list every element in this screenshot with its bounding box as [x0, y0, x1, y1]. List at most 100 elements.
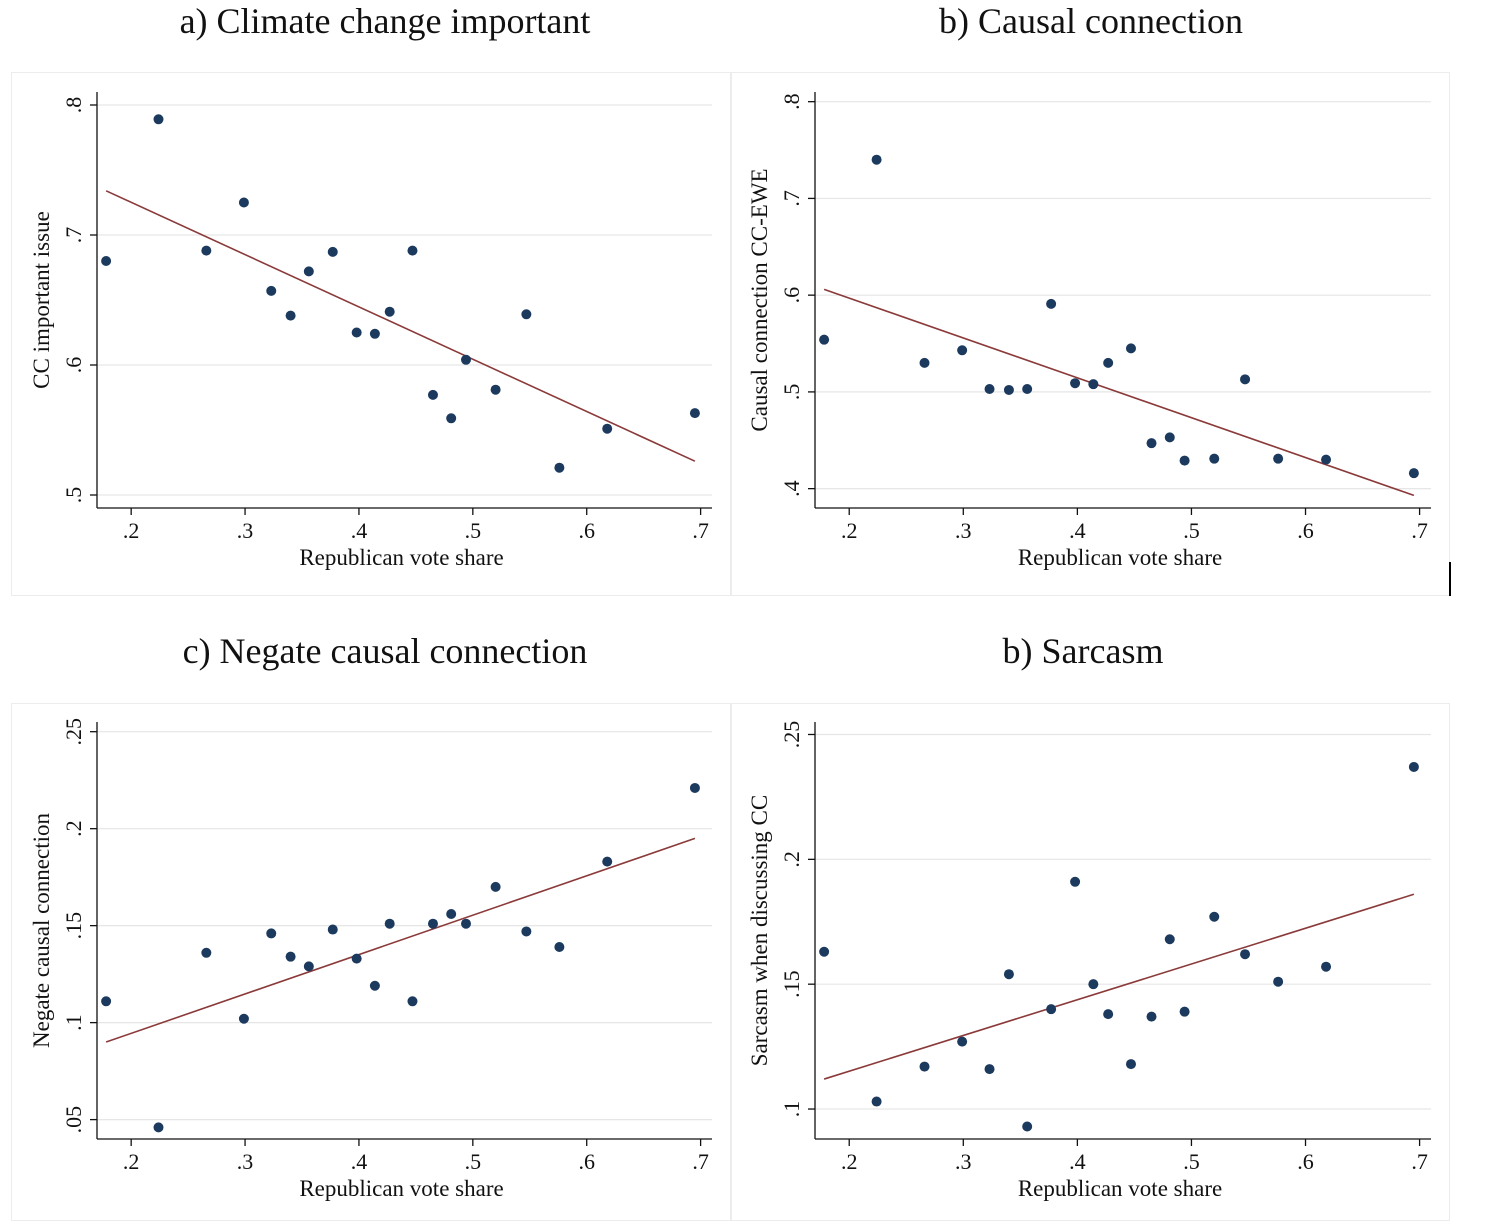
data-point-18 [1321, 961, 1332, 972]
data-point-8 [1070, 876, 1081, 887]
data-point-17 [554, 941, 565, 952]
data-point-16 [1240, 374, 1251, 385]
data-point-19 [1408, 468, 1419, 479]
data-point-16 [521, 309, 532, 320]
x-tick-label-5: .7 [1411, 1149, 1428, 1174]
data-point-10 [384, 306, 395, 317]
data-point-14 [1179, 1006, 1190, 1017]
data-point-7 [1046, 298, 1057, 309]
x-tick-label-1: .3 [237, 518, 254, 543]
data-point-3 [957, 345, 968, 356]
y-tick-label-1: .15 [779, 970, 804, 998]
data-point-6 [1022, 1121, 1033, 1132]
y-tick-label-1: .1 [61, 1014, 86, 1031]
data-point-8 [1070, 378, 1081, 389]
chart-panel-d: .1 .15 .2 .25 .2 .3 .4 .5 .6 .7 Republican vote sh… [747, 721, 1431, 1201]
panel-d-frame [731, 703, 1450, 1221]
y-tick-label-3: .7 [779, 190, 804, 207]
y-tick-label-0: .5 [61, 487, 86, 504]
x-tick-label-5: .7 [1411, 518, 1428, 543]
data-point-11 [407, 996, 418, 1007]
y-axis-title: Negate causal connection [29, 813, 54, 1048]
chart-panel-c: .05 .1 .15 .2 .25 .2 .3 .4 .5 .6 .7 Republican vote… [29, 718, 712, 1201]
data-point-3 [957, 1036, 968, 1047]
data-point-14 [461, 918, 471, 929]
data-point-11 [407, 245, 418, 256]
x-axis-title: Republican vote share [1018, 545, 1222, 570]
panel-b-title: b) Causal connection [939, 1, 1243, 41]
data-point-0 [101, 256, 112, 266]
data-point-0 [819, 946, 830, 957]
chart-panel-b: .4 .5 .6 .7 .8 .2 .3 .4 .5 .6 .7 Republican vote sh… [747, 92, 1431, 570]
data-point-13 [1164, 432, 1175, 443]
y-tick-label-2: .6 [779, 287, 804, 304]
data-point-1 [871, 154, 882, 165]
data-point-11 [1125, 343, 1136, 354]
data-point-2 [919, 1061, 930, 1072]
data-point-17 [1273, 453, 1284, 464]
x-tick-label-2: .4 [1069, 1149, 1086, 1174]
data-point-5 [1003, 969, 1014, 980]
x-tick-label-1: .3 [237, 1149, 254, 1174]
y-axis-title: Causal connection CC-EWE [747, 168, 772, 431]
data-point-10 [1103, 357, 1114, 368]
data-point-7 [327, 924, 338, 935]
x-tick-label-0: .2 [841, 1149, 858, 1174]
data-point-9 [369, 328, 380, 339]
data-point-2 [919, 357, 930, 368]
data-point-0 [819, 334, 830, 345]
y-tick-label-2: .2 [779, 851, 804, 868]
x-tick-label-3: .5 [1183, 518, 1200, 543]
x-tick-label-3: .5 [465, 1149, 482, 1174]
x-tick-label-4: .6 [578, 1149, 595, 1174]
data-point-4 [266, 285, 277, 296]
x-tick-label-1: .3 [955, 518, 972, 543]
data-point-15 [1209, 911, 1220, 922]
x-tick-label-3: .5 [1183, 1149, 1200, 1174]
data-point-12 [427, 389, 438, 400]
data-point-12 [1146, 1011, 1157, 1022]
y-tick-label-0: .1 [779, 1101, 804, 1118]
data-point-15 [490, 384, 501, 395]
data-point-12 [427, 918, 438, 929]
data-point-19 [689, 408, 700, 419]
chart-panel-a: .5 .6 .7 .8 .2 .3 .4 .5 .6 .7 Republican vote shar… [29, 92, 712, 570]
y-tick-label-2: .15 [61, 912, 86, 940]
panel-a-title: a) Climate change important [179, 1, 591, 41]
y-tick-label-0: .05 [61, 1106, 86, 1134]
y-tick-label-4: .8 [779, 93, 804, 110]
y-tick-label-4: .25 [61, 718, 86, 746]
data-point-4 [984, 1064, 995, 1075]
data-point-3 [238, 1013, 249, 1024]
data-point-9 [369, 980, 380, 991]
data-point-7 [327, 246, 338, 257]
data-point-0 [101, 996, 112, 1007]
data-point-13 [446, 413, 457, 424]
data-point-10 [384, 918, 395, 929]
data-point-2 [201, 947, 212, 958]
x-tick-label-3: .5 [465, 518, 482, 543]
fit-line [105, 190, 696, 462]
x-axis-title: Republican vote share [299, 545, 503, 570]
y-axis-title: CC important issue [29, 211, 54, 389]
y-axis-title: Sarcasm when discussing CC [747, 795, 772, 1067]
data-point-13 [446, 909, 457, 920]
x-tick-label-0: .2 [123, 1149, 140, 1174]
data-point-8 [351, 327, 362, 338]
data-point-8 [351, 953, 362, 964]
x-tick-label-4: .6 [578, 518, 595, 543]
panel-b-frame [731, 72, 1450, 596]
data-point-14 [461, 354, 471, 365]
data-point-18 [602, 856, 613, 867]
data-point-7 [1046, 1004, 1057, 1015]
fit-line [823, 288, 1415, 497]
data-point-1 [153, 1122, 164, 1133]
y-tick-label-2: .7 [61, 227, 86, 244]
x-tick-label-5: .7 [692, 518, 709, 543]
data-point-16 [1240, 949, 1251, 960]
data-point-6 [303, 266, 314, 277]
text-cursor [1449, 562, 1451, 596]
data-point-15 [1209, 453, 1220, 464]
data-point-17 [1273, 976, 1284, 987]
data-point-5 [1003, 384, 1014, 395]
